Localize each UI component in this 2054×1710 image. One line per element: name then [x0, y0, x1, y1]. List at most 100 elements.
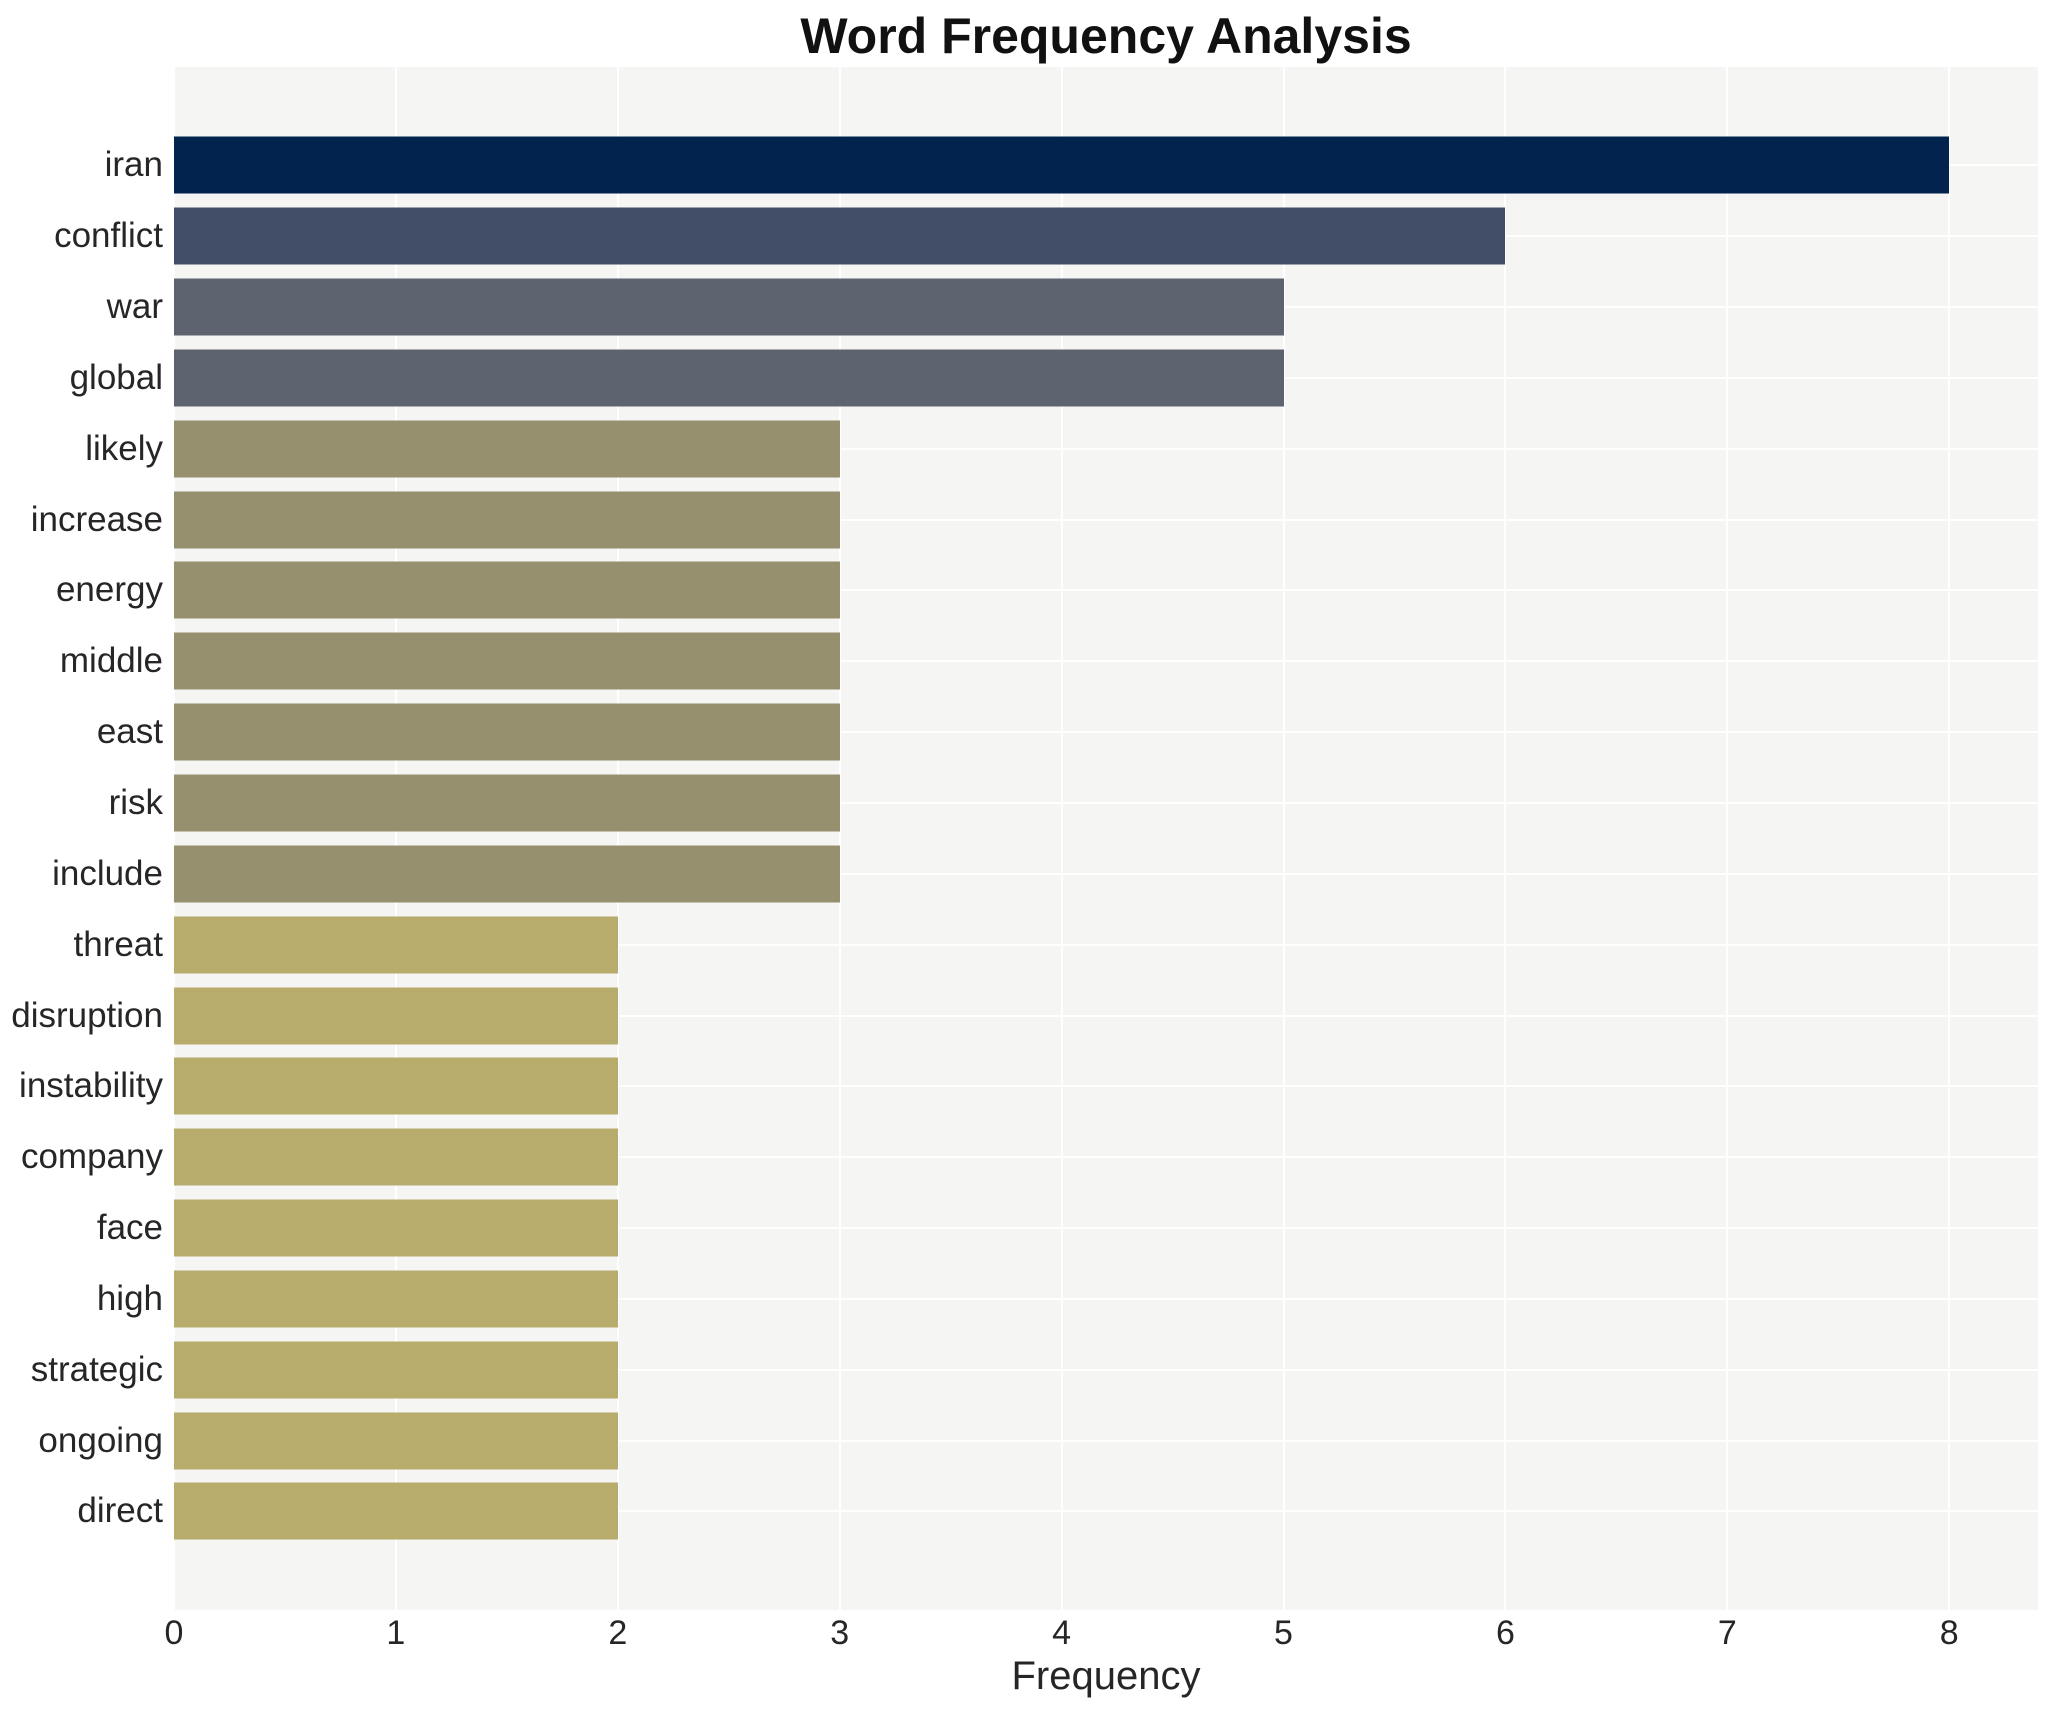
x-axis-ticks: 0 1 2 3 4 5 6 7 8	[165, 1614, 2038, 1656]
bar-row	[174, 484, 2038, 555]
vertical-gridline	[1282, 67, 1285, 1610]
bar-row	[174, 555, 2038, 626]
horizontal-gridline	[174, 660, 2038, 663]
y-axis-label-ongoing: ongoing	[38, 1420, 163, 1460]
bar-row	[174, 626, 2038, 697]
x-axis-label: Frequency	[1011, 1654, 1201, 1698]
category-bar-middle	[174, 632, 840, 690]
bar-row	[174, 1051, 2038, 1122]
category-bar-face	[174, 1199, 618, 1257]
category-bar-threat	[174, 916, 618, 974]
bar-row	[174, 1405, 2038, 1476]
bar-row	[174, 272, 2038, 343]
x-axis-tick-label-2: 2	[608, 1614, 628, 1652]
category-bar-ongoing	[174, 1412, 618, 1470]
category-bar-strategic	[174, 1341, 618, 1399]
category-bar-iran	[174, 136, 1950, 194]
horizontal-gridline	[174, 1014, 2038, 1017]
horizontal-gridline	[174, 1368, 2038, 1371]
category-bar-east	[174, 703, 840, 761]
bar-row	[174, 909, 2038, 980]
y-axis-labels: iran conflict war global likely increase energ…	[0, 67, 163, 1610]
category-bar-direct	[174, 1482, 618, 1540]
vertical-gridline	[1060, 67, 1063, 1610]
y-axis-label-energy: energy	[55, 570, 163, 610]
y-axis-label-direct: direct	[77, 1491, 163, 1531]
x-axis-tick-label-4: 4	[1052, 1614, 1072, 1652]
vertical-gridline	[1948, 67, 1951, 1610]
category-bar-increase	[174, 491, 840, 549]
bar-row	[174, 697, 2038, 768]
y-axis-label-include: include	[52, 853, 163, 893]
category-bar-disruption	[174, 987, 618, 1045]
x-axis-tick-label-8: 8	[1939, 1614, 1959, 1652]
horizontal-gridline	[174, 447, 2038, 450]
y-axis-label-east: east	[96, 712, 163, 752]
y-axis-label-threat: threat	[73, 924, 164, 964]
vertical-gridline	[616, 67, 619, 1610]
horizontal-gridline	[174, 1156, 2038, 1159]
horizontal-gridline	[174, 1510, 2038, 1513]
category-bar-include	[174, 845, 840, 903]
category-bar-energy	[174, 561, 840, 619]
bar-row	[174, 1334, 2038, 1405]
category-bar-risk	[174, 774, 840, 832]
bar-row	[174, 838, 2038, 909]
bar-row	[174, 980, 2038, 1051]
y-axis-label-disruption: disruption	[11, 995, 163, 1035]
vertical-gridline	[173, 67, 175, 1610]
y-axis-label-global: global	[69, 357, 163, 397]
x-axis-tick-label-0: 0	[164, 1614, 184, 1652]
category-bar-instability	[174, 1057, 618, 1115]
x-axis-tick-label-3: 3	[830, 1614, 850, 1652]
y-axis-label-middle: middle	[59, 641, 163, 681]
horizontal-gridline	[174, 1297, 2038, 1300]
x-axis-tick-label-5: 5	[1274, 1614, 1293, 1652]
y-axis-label-conflict: conflict	[54, 216, 163, 256]
horizontal-gridline	[174, 1085, 2038, 1088]
bar-row	[174, 343, 2038, 414]
bar-rows	[174, 130, 2038, 1547]
chart-title: Word Frequency Analysis	[800, 8, 1412, 64]
vertical-gridline	[838, 67, 841, 1610]
bar-row	[174, 201, 2038, 272]
x-axis-tick-label-1: 1	[386, 1614, 406, 1652]
vertical-gridline	[1726, 67, 1729, 1610]
vertical-gridline	[1504, 67, 1507, 1610]
y-axis-label-company: company	[20, 1137, 163, 1177]
y-axis-label-likely: likely	[85, 428, 163, 468]
x-axis-tick-label-7: 7	[1717, 1614, 1737, 1652]
category-bar-likely	[174, 420, 840, 478]
horizontal-gridline	[174, 1439, 2038, 1442]
y-axis-label-increase: increase	[30, 499, 163, 539]
plot-area	[173, 67, 2038, 1610]
horizontal-gridline	[174, 731, 2038, 734]
category-bar-global	[174, 349, 1284, 407]
bar-row	[174, 768, 2038, 839]
bar-row	[174, 1476, 2038, 1547]
category-bar-conflict	[174, 207, 1506, 265]
category-bar-war	[174, 278, 1284, 336]
vertical-gridline	[394, 67, 397, 1610]
y-axis-label-face: face	[96, 1208, 163, 1248]
category-bar-company	[174, 1128, 618, 1186]
bar-row	[174, 413, 2038, 484]
horizontal-gridline	[174, 872, 2038, 875]
horizontal-gridline	[174, 943, 2038, 946]
y-axis-label-instability: instability	[19, 1066, 163, 1106]
horizontal-gridline	[174, 518, 2038, 521]
bar-row	[174, 1264, 2038, 1335]
horizontal-gridline	[174, 802, 2038, 805]
y-axis-label-strategic: strategic	[30, 1349, 163, 1389]
y-axis-label-iran: iran	[104, 145, 163, 185]
horizontal-gridline	[174, 1227, 2038, 1230]
bar-row	[174, 130, 2038, 201]
bar-row	[174, 1193, 2038, 1264]
horizontal-gridline	[174, 589, 2038, 592]
y-axis-label-high: high	[96, 1278, 163, 1318]
y-axis-label-war: war	[106, 287, 163, 327]
bar-row	[174, 1122, 2038, 1193]
x-axis-tick-label-6: 6	[1495, 1614, 1515, 1652]
y-axis-label-risk: risk	[108, 783, 163, 823]
